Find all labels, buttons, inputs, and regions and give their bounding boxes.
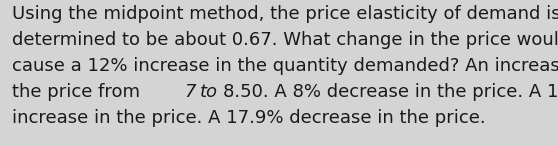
Text: 8.50. A 8% decrease in the price. A 13%: 8.50. A 8% decrease in the price. A 13%	[223, 83, 558, 101]
Text: 7: 7	[185, 83, 196, 101]
Text: determined to be about 0.67. What change in the price would: determined to be about 0.67. What change…	[12, 31, 558, 49]
Text: cause a 12% increase in the quantity demanded? An increase in: cause a 12% increase in the quantity dem…	[12, 57, 558, 75]
Text: Using the midpoint method, the price elasticity of demand is: Using the midpoint method, the price ela…	[12, 5, 558, 23]
Text: the price from: the price from	[12, 83, 146, 101]
Text: to: to	[199, 83, 218, 101]
Text: increase in the price. A 17.9% decrease in the price.: increase in the price. A 17.9% decrease …	[12, 109, 485, 127]
